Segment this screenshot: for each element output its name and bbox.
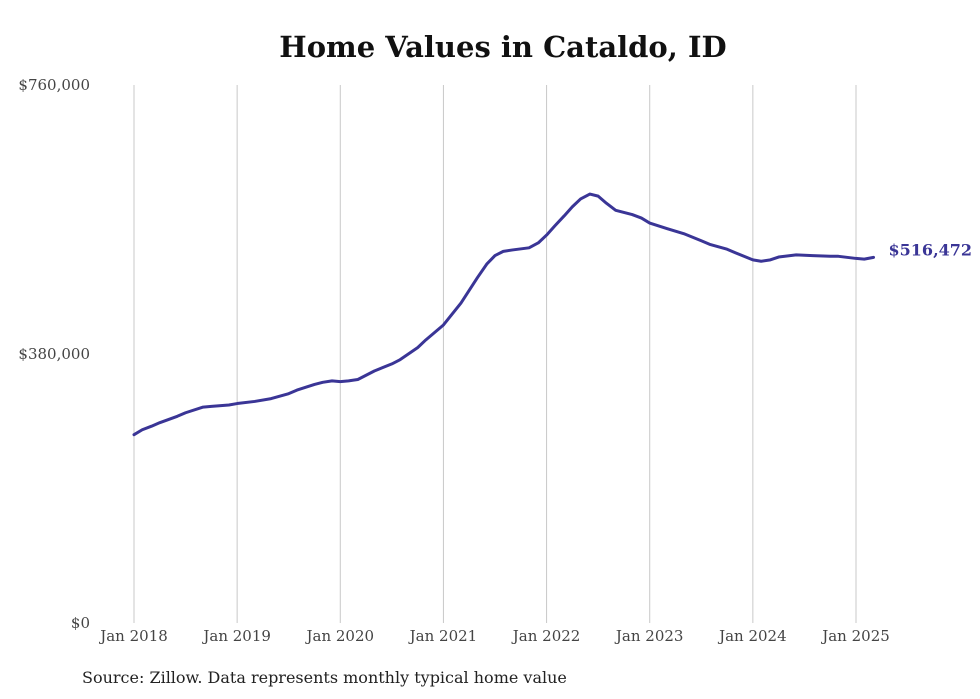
y-tick-label: $0 (71, 614, 90, 632)
end-value-label: $516,472 (889, 240, 973, 259)
x-axis: Jan 2018 Jan 2019 Jan 2020 Jan 2021 Jan 2022… (98, 627, 890, 645)
x-tick-label: Jan 2025 (820, 627, 890, 645)
x-tick-label: Jan 2019 (201, 627, 271, 645)
source-note: Source: Zillow. Data represents monthly … (82, 668, 567, 687)
end-label-layer: $516,472 (889, 240, 973, 259)
y-axis: $0 $380,000 $760,000 (18, 76, 90, 632)
series-line (132, 192, 876, 437)
grid-lines (133, 85, 857, 623)
y-tick-label: $760,000 (18, 76, 90, 94)
chart-title: Home Values in Cataldo, ID (279, 30, 727, 64)
x-tick-label: Jan 2018 (98, 627, 168, 645)
x-tick-label: Jan 2023 (614, 627, 684, 645)
y-tick-label: $380,000 (18, 345, 90, 363)
x-tick-label: Jan 2020 (305, 627, 375, 645)
series-layer (132, 192, 876, 437)
x-tick-label: Jan 2022 (511, 627, 581, 645)
x-tick-label: Jan 2021 (408, 627, 478, 645)
x-tick-label: Jan 2024 (717, 627, 787, 645)
